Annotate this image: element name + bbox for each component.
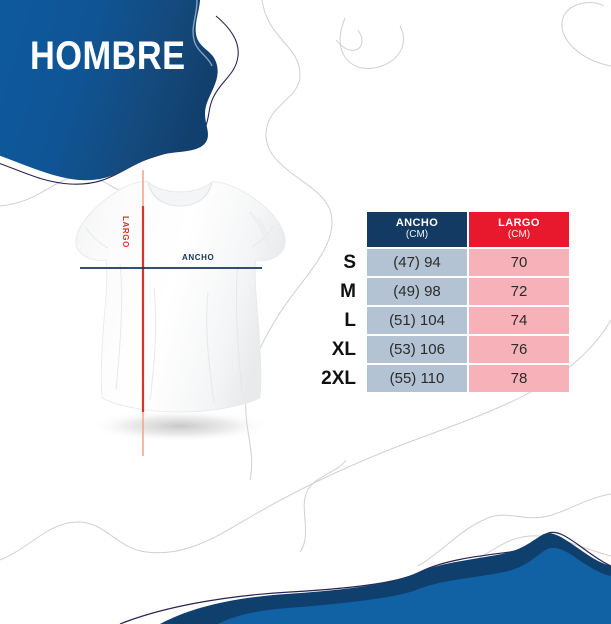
size-label-2xl: 2XL	[321, 367, 356, 389]
size-label-m: M	[340, 280, 356, 302]
table-row: 2XL (55) 110 78	[312, 365, 569, 392]
table-row: M (49) 98 72	[312, 278, 569, 305]
header-largo-name: LARGO	[498, 217, 540, 230]
tshirt-illustration: ANCHO LARGO	[62, 168, 298, 458]
ancho-value-xl: (53) 106	[367, 336, 467, 363]
header-cell-largo: LARGO (CM)	[469, 212, 569, 247]
table-header-row: ANCHO (CM) LARGO (CM)	[312, 212, 569, 247]
size-table: ANCHO (CM) LARGO (CM) S (47) 94 70 M (49…	[310, 210, 571, 394]
header-ancho-name: ANCHO	[395, 217, 439, 230]
ancho-value-m: (49) 98	[367, 278, 467, 305]
header-largo-unit: (CM)	[507, 229, 531, 241]
size-label-xl: XL	[331, 338, 356, 360]
size-label-l: L	[344, 309, 356, 331]
ancho-value-l: (51) 104	[367, 307, 467, 334]
largo-value-m: 72	[469, 278, 569, 305]
largo-value-2xl: 78	[469, 365, 569, 392]
ancho-value-2xl: (55) 110	[367, 365, 467, 392]
ancho-label: ANCHO	[182, 253, 215, 262]
table-row: L (51) 104 74	[312, 307, 569, 334]
header-cell-ancho: ANCHO (CM)	[367, 212, 467, 247]
largo-value-xl: 76	[469, 336, 569, 363]
largo-value-l: 74	[469, 307, 569, 334]
largo-value-s: 70	[469, 249, 569, 276]
table-row: XL (53) 106 76	[312, 336, 569, 363]
tshirt-shadow	[88, 410, 272, 442]
table-row: S (47) 94 70	[312, 249, 569, 276]
page-title: HOMBRE	[30, 34, 186, 78]
largo-label: LARGO	[121, 216, 130, 248]
size-column-header	[312, 212, 365, 247]
size-label-s: S	[343, 251, 356, 273]
header-ancho-unit: (CM)	[405, 229, 429, 241]
ancho-value-s: (47) 94	[367, 249, 467, 276]
